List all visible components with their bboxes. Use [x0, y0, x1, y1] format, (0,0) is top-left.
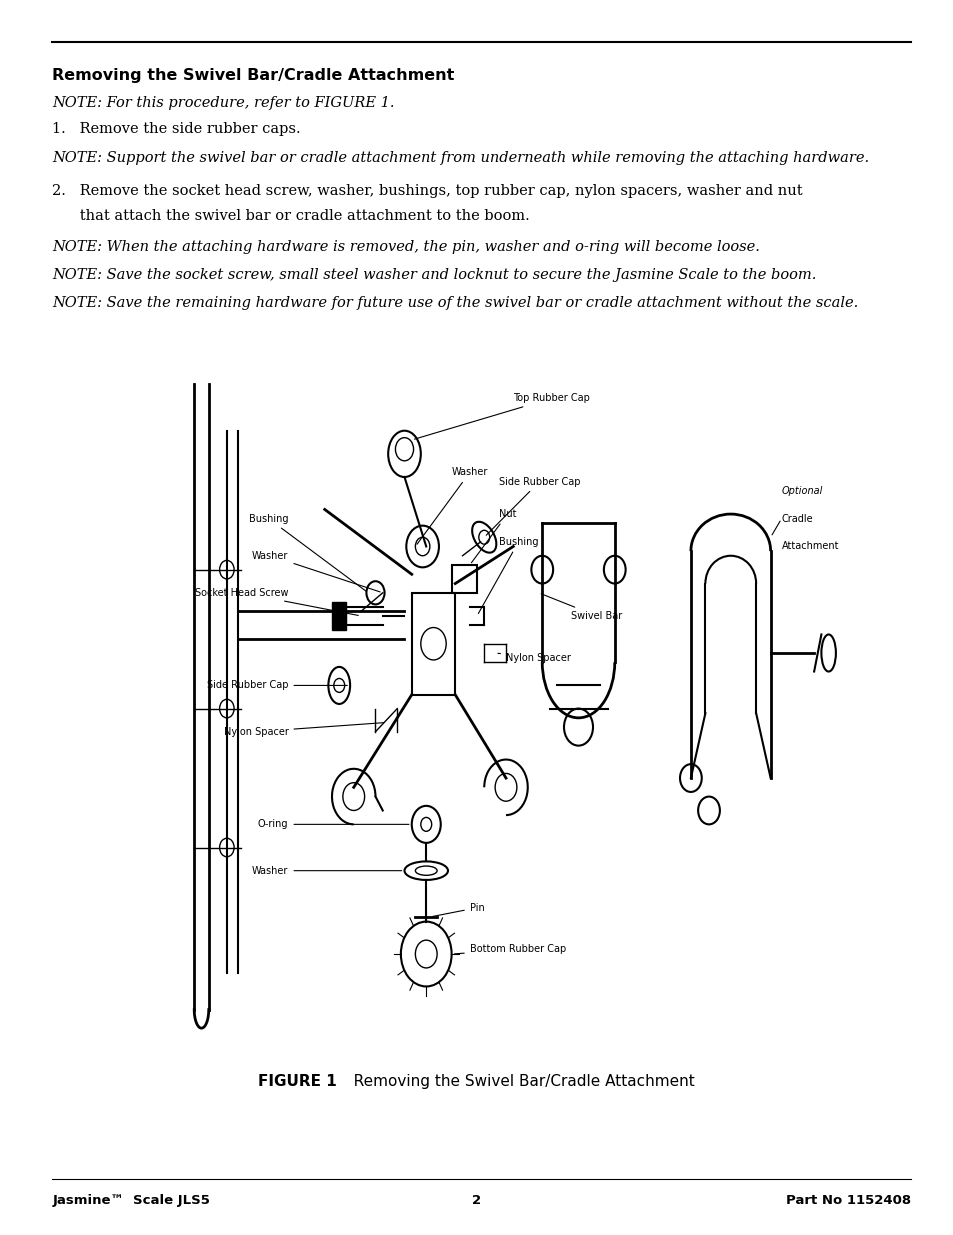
Text: Nylon Spacer: Nylon Spacer — [497, 652, 570, 663]
FancyBboxPatch shape — [332, 603, 346, 630]
Text: NOTE: When the attaching hardware is removed, the pin, washer and o-ring will be: NOTE: When the attaching hardware is rem… — [52, 240, 760, 253]
Text: Washer: Washer — [416, 467, 488, 545]
Text: Bottom Rubber Cap: Bottom Rubber Cap — [454, 945, 565, 955]
Text: NOTE: For this procedure, refer to FIGURE 1.: NOTE: For this procedure, refer to FIGUR… — [52, 96, 395, 110]
Text: Pin: Pin — [432, 903, 484, 916]
Text: Nut: Nut — [471, 509, 516, 563]
Text: Bushing: Bushing — [249, 514, 366, 592]
Text: Part No 1152408: Part No 1152408 — [785, 1194, 910, 1207]
Text: 2.   Remove the socket head screw, washer, bushings, top rubber cap, nylon space: 2. Remove the socket head screw, washer,… — [52, 184, 802, 198]
Text: Swivel Bar: Swivel Bar — [540, 594, 622, 621]
Text: NOTE: Save the socket screw, small steel washer and locknut to secure the Jasmin: NOTE: Save the socket screw, small steel… — [52, 268, 816, 282]
Text: Washer: Washer — [252, 551, 379, 592]
Text: Optional: Optional — [781, 485, 822, 496]
Text: NOTE: Save the remaining hardware for future use of the swivel bar or cradle att: NOTE: Save the remaining hardware for fu… — [52, 296, 858, 310]
Text: Side Rubber Cap: Side Rubber Cap — [207, 680, 347, 690]
Text: 2: 2 — [472, 1194, 481, 1207]
Text: FIGURE 1: FIGURE 1 — [257, 1074, 336, 1089]
Text: Side Rubber Cap: Side Rubber Cap — [486, 477, 579, 535]
Text: Top Rubber Cap: Top Rubber Cap — [414, 393, 590, 440]
Text: Nylon Spacer: Nylon Spacer — [223, 722, 383, 737]
Text: Socket Head Screw: Socket Head Screw — [194, 588, 358, 615]
Text: 1.   Remove the side rubber caps.: 1. Remove the side rubber caps. — [52, 122, 301, 136]
Text: Cradle: Cradle — [781, 514, 812, 524]
Text: NOTE: Support the swivel bar or cradle attachment from underneath while removing: NOTE: Support the swivel bar or cradle a… — [52, 151, 869, 164]
Text: Attachment: Attachment — [781, 541, 838, 552]
Text: that attach the swivel bar or cradle attachment to the boom.: that attach the swivel bar or cradle att… — [52, 209, 530, 222]
Text: Removing the Swivel Bar/Cradle Attachment: Removing the Swivel Bar/Cradle Attachmen… — [338, 1074, 694, 1089]
Text: Bushing: Bushing — [477, 537, 537, 614]
Text: Jasmine™  Scale JLS5: Jasmine™ Scale JLS5 — [52, 1194, 210, 1207]
Text: O-ring: O-ring — [257, 819, 409, 830]
Text: Washer: Washer — [252, 866, 401, 876]
Text: Removing the Swivel Bar/Cradle Attachment: Removing the Swivel Bar/Cradle Attachmen… — [52, 68, 455, 83]
